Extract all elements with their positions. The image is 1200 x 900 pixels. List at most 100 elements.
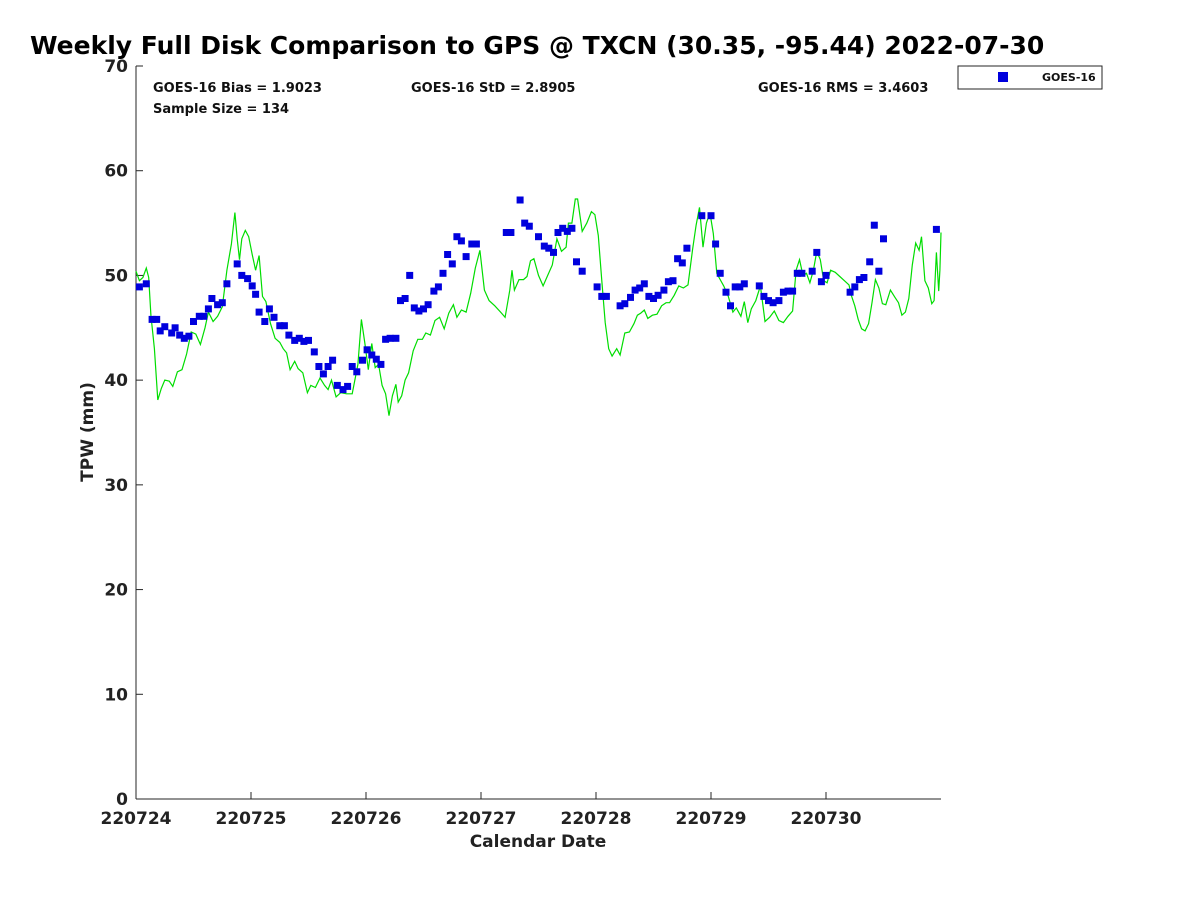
legend: GOES-16 xyxy=(957,65,1103,90)
goes16-point xyxy=(261,318,269,325)
goes16-point xyxy=(218,299,226,307)
goes16-point xyxy=(190,318,197,325)
goes16-point xyxy=(168,329,176,337)
goes16-point xyxy=(678,259,686,267)
x-tick-label: 220724 xyxy=(101,809,172,829)
goes16-point xyxy=(333,381,341,389)
y-tick-label: 10 xyxy=(104,685,128,705)
legend-label-goes16: GOES-16 xyxy=(1042,71,1096,84)
goes16-point xyxy=(397,297,404,305)
goes16-point xyxy=(300,337,308,345)
x-tick-label: 220730 xyxy=(791,809,862,829)
goes16-point xyxy=(722,288,730,296)
y-tick-label: 50 xyxy=(104,266,128,286)
goes16-point xyxy=(148,315,156,323)
y-tick-label: 30 xyxy=(104,476,128,496)
goes16-point xyxy=(789,287,797,295)
x-ticks: 220724 220725 220726 220727 220728 220729 2207… xyxy=(101,792,862,829)
goes16-point xyxy=(285,331,293,339)
goes16-point xyxy=(153,315,161,323)
goes16-point xyxy=(353,368,361,376)
gps-tpw-line xyxy=(135,198,942,416)
goes16-point xyxy=(698,212,706,220)
goes16-point xyxy=(392,334,400,342)
goes16-point xyxy=(310,348,318,356)
legend-marker-goes16 xyxy=(998,72,1008,82)
goes16-point xyxy=(434,283,442,291)
std-stat: GOES-16 StD = 2.8905 xyxy=(411,81,575,96)
goes16-point xyxy=(472,240,480,248)
goes16-point xyxy=(507,229,515,236)
goes16-point xyxy=(430,287,438,295)
goes16-point xyxy=(573,258,580,266)
goes16-point xyxy=(180,334,188,342)
goes16-point xyxy=(223,280,231,288)
series-layer xyxy=(135,196,942,416)
goes16-point xyxy=(707,212,715,220)
goes16-point xyxy=(295,334,303,342)
goes16-point xyxy=(305,336,312,344)
goes16-point xyxy=(798,269,806,277)
goes16-point xyxy=(382,335,390,343)
goes16-point xyxy=(516,196,524,204)
chart-title: Weekly Full Disk Comparison to GPS @ TXC… xyxy=(30,31,1044,60)
goes16-point xyxy=(386,334,394,342)
goes16-point xyxy=(410,304,418,312)
goes16-point xyxy=(195,312,203,320)
y-tick-label: 60 xyxy=(104,162,128,182)
goes16-point xyxy=(142,280,150,288)
goes16-point xyxy=(204,305,212,313)
goes16-point xyxy=(368,351,376,359)
goes16-point xyxy=(664,278,672,286)
goes16-point xyxy=(280,322,288,330)
goes16-point xyxy=(270,313,278,321)
y-tick-label: 20 xyxy=(104,581,128,601)
goes16-point xyxy=(453,233,461,241)
goes16-point xyxy=(185,332,193,340)
goes16-point xyxy=(554,229,562,236)
goes16-point xyxy=(654,291,662,299)
goes16-point xyxy=(593,283,601,291)
goes16-point xyxy=(784,287,792,295)
goes16-point xyxy=(645,292,653,300)
goes16-point xyxy=(627,293,634,301)
goes16-point xyxy=(525,222,533,230)
goes16-point xyxy=(578,267,586,275)
goes16-point xyxy=(740,280,748,288)
goes16-point xyxy=(339,386,347,394)
x-axis-label: Calendar Date xyxy=(470,832,607,852)
y-axis-label: TPW (mm) xyxy=(78,382,98,482)
goes16-point xyxy=(636,284,644,292)
goes16-point xyxy=(683,244,691,252)
goes16-point xyxy=(535,233,542,241)
goes16-point xyxy=(372,355,380,363)
goes16-point xyxy=(457,237,465,245)
goes16-point xyxy=(233,260,241,268)
goes16-point xyxy=(568,224,576,232)
goes16-point xyxy=(238,271,246,279)
goes16-point xyxy=(866,258,874,266)
goes16-point xyxy=(851,283,859,291)
goes16-point xyxy=(363,346,371,354)
x-tick-label: 220729 xyxy=(676,809,747,829)
goes16-point xyxy=(650,295,657,302)
goes16-point xyxy=(540,242,548,250)
goes16-point xyxy=(716,269,724,277)
goes16-point xyxy=(602,292,610,300)
goes16-point xyxy=(208,295,216,302)
goes16-point xyxy=(439,269,447,277)
bias-stat: GOES-16 Bias = 1.9023 xyxy=(153,81,322,96)
y-tick-label: 40 xyxy=(104,371,128,391)
goes16-point xyxy=(822,271,830,279)
goes16-point xyxy=(415,307,423,315)
goes16-point xyxy=(444,251,452,258)
goes16-point xyxy=(880,235,887,243)
goes16-point xyxy=(244,275,252,283)
goes16-point xyxy=(448,260,456,268)
goes16-point xyxy=(214,301,222,309)
goes16-point xyxy=(424,301,432,309)
goes16-point xyxy=(468,240,476,248)
goes16-point xyxy=(870,221,878,229)
goes16-point xyxy=(631,286,639,294)
